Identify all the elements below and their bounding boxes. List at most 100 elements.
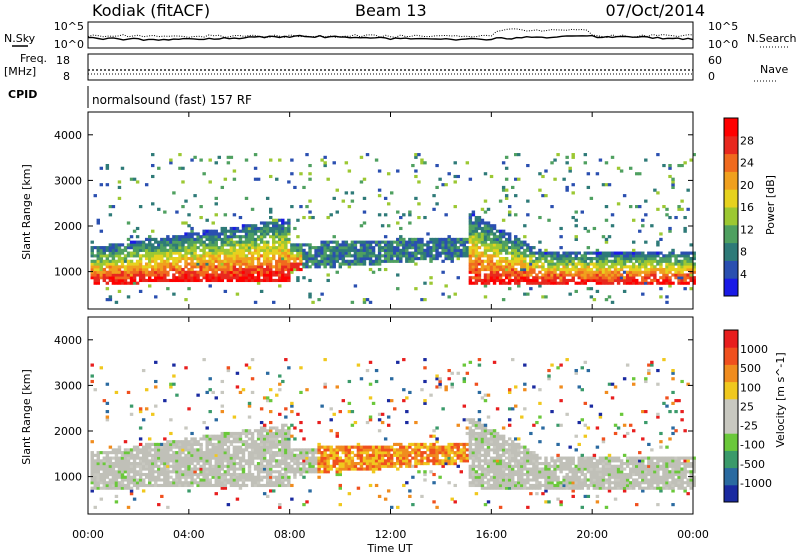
range-gate-cell	[635, 259, 639, 263]
range-gate-cell	[562, 259, 566, 263]
range-gate-cell	[287, 248, 291, 252]
range-gate-cell	[368, 462, 373, 466]
range-gate-cell	[659, 232, 663, 236]
range-gate-cell	[501, 259, 506, 263]
range-gate-cell	[250, 207, 255, 211]
range-gate-cell	[598, 276, 603, 280]
range-gate-cell	[453, 442, 457, 446]
range-gate-cell	[138, 451, 143, 455]
range-gate-cell	[147, 273, 152, 277]
range-gate-cell	[507, 418, 512, 422]
range-gate-cell	[550, 161, 554, 165]
range-gate-cell	[193, 155, 197, 159]
range-gate-cell	[132, 456, 137, 460]
range-gate-cell	[96, 254, 100, 258]
range-gate-cell	[166, 243, 170, 247]
range-gate-cell	[308, 248, 312, 252]
range-gate-cell	[371, 467, 376, 471]
range-gate-cell	[105, 265, 110, 269]
range-gate-cell	[601, 278, 606, 283]
range-gate-cell	[350, 300, 355, 304]
range-gate-cell	[622, 254, 627, 258]
range-gate-cell	[435, 451, 439, 455]
range-gate-cell	[190, 470, 194, 474]
range-gate-cell	[232, 259, 237, 263]
range-gate-cell	[253, 456, 258, 460]
range-gate-cell	[396, 251, 400, 255]
range-gate-cell	[520, 486, 524, 490]
range-gate-cell	[166, 262, 170, 266]
range-gate-cell	[135, 478, 140, 482]
range-gate-cell	[386, 448, 391, 452]
range-gate-cell	[680, 262, 684, 266]
range-gate-cell	[589, 257, 594, 261]
range-gate-cell	[220, 456, 225, 460]
range-gate-cell	[619, 259, 624, 263]
range-gate-cell	[501, 273, 506, 277]
range-gate-cell	[486, 431, 491, 436]
range-gate-cell	[235, 270, 240, 274]
range-gate-cell	[492, 464, 497, 468]
range-gate-cell	[477, 251, 482, 255]
range-gate-cell	[287, 426, 291, 430]
range-gate-cell	[477, 451, 482, 455]
range-gate-cell	[589, 273, 594, 277]
range-gate-cell	[498, 251, 503, 255]
range-gate-cell	[486, 273, 491, 277]
range-gate-cell	[272, 265, 276, 269]
range-gate-cell	[223, 273, 228, 277]
range-gate-cell	[302, 248, 306, 252]
range-gate-cell	[498, 462, 503, 466]
range-gate-cell	[371, 445, 376, 449]
range-gate-cell	[471, 251, 476, 255]
range-gate-cell	[202, 240, 206, 244]
range-gate-cell	[450, 456, 454, 460]
range-gate-cell	[435, 426, 439, 430]
range-gate-cell	[680, 251, 684, 255]
range-gate-cell	[250, 232, 255, 236]
range-gate-cell	[214, 161, 218, 165]
range-gate-cell	[99, 251, 104, 255]
range-gate-cell	[120, 467, 125, 471]
range-gate-cell	[504, 281, 509, 285]
range-gate-cell	[565, 257, 569, 261]
range-gate-cell	[305, 243, 309, 247]
range-gate-cell	[662, 254, 666, 258]
range-gate-cell	[175, 442, 179, 446]
range-gate-cell	[187, 267, 191, 272]
range-gate-cell	[284, 434, 288, 438]
range-gate-cell	[692, 276, 696, 280]
range-gate-cell	[226, 451, 231, 455]
range-gate-cell	[393, 246, 397, 250]
range-gate-cell	[320, 292, 324, 296]
range-gate-cell	[489, 442, 494, 446]
range-gate-cell	[411, 254, 415, 258]
range-gate-cell	[178, 448, 182, 452]
range-gate-cell	[495, 243, 500, 247]
range-gate-cell	[256, 248, 261, 252]
range-gate-cell	[259, 470, 264, 474]
range-gate-cell	[423, 451, 427, 455]
range-gate-cell	[126, 481, 131, 485]
range-gate-cell	[441, 453, 445, 457]
range-gate-cell	[193, 237, 197, 241]
range-gate-cell	[111, 254, 116, 258]
range-gate-cell	[498, 248, 503, 252]
range-gate-cell	[265, 483, 270, 488]
range-gate-cell	[526, 267, 530, 272]
range-gate-cell	[574, 273, 578, 277]
range-gate-cell	[157, 267, 161, 272]
range-gate-cell	[677, 207, 681, 211]
range-gate-cell	[141, 265, 146, 269]
range-gate-cell	[202, 246, 206, 250]
range-gate-cell	[483, 503, 488, 507]
range-gate-cell	[483, 393, 488, 397]
range-gate-cell	[169, 267, 173, 272]
range-gate-cell	[368, 254, 373, 258]
range-gate-cell	[405, 451, 409, 455]
range-gate-cell	[187, 251, 191, 255]
range-gate-cell	[211, 467, 215, 471]
range-gate-cell	[160, 494, 164, 498]
range-gate-cell	[163, 462, 167, 466]
range-gate-cell	[135, 254, 140, 258]
